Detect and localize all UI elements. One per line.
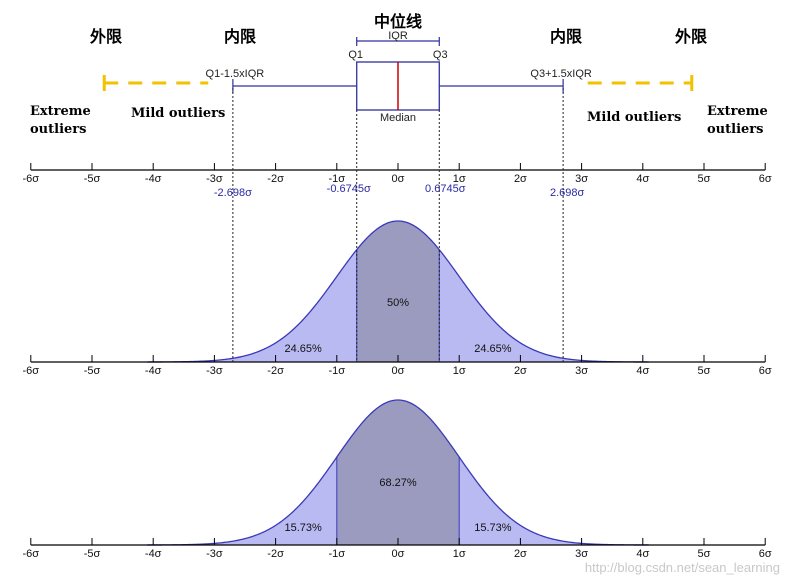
axis-tick-label: 2σ [514,365,527,377]
sigma-axis: -6σ -5σ -4σ -3σ -2σ -1σ 0σ 1σ 2σ 3σ 4σ 5σ 6σ [23,538,772,560]
axis-tick-label: -5σ [84,365,101,377]
extreme-outliers-label-right: Extreme [707,104,768,119]
sigma-normal-panel: 68.27% 15.73% 15.73% -6σ -5σ -4σ -3σ -2σ -1σ 0… [23,399,772,560]
axis-tick-label: -2σ [267,173,284,185]
axis-tick-label: -5σ [84,173,101,185]
axis-tick-label: -5σ [84,548,101,560]
normal-curve-line [147,220,649,363]
axis-tick-label: 2σ [514,548,527,560]
axis-tick-label: 6σ [759,548,772,560]
lower-fence-label: Q1-1.5xIQR [206,68,265,80]
axis-tick-label: 2σ [514,173,527,185]
inner-fence-heading-left: 内限 [224,27,257,46]
center-percent-label: 50% [387,297,409,309]
q1-label: Q1 [348,49,363,61]
axis-tick-label: 5σ [698,173,711,185]
marker-value-labels: -2.698σ -0.6745σ 0.6745σ 2.698σ [214,183,585,199]
axis-tick-label: 0σ [392,173,405,185]
axis-tick-label: 1σ [453,173,466,185]
median-heading: 中位线 [374,12,422,31]
q3-label: Q3 [433,49,448,61]
axis-tick-label: 4σ [636,173,649,185]
mild-outliers-label-right: Mild outliers [587,110,681,125]
iqr-label: IQR [388,30,408,42]
dotted-guide-lines [232,88,564,362]
normal-curve-line [147,399,649,546]
median-label: Median [380,112,416,124]
axis-tick-label: -4σ [145,548,162,560]
outer-fence-heading-left: 外限 [89,27,123,46]
upper-fence-label: Q3+1.5xIQR [530,68,592,80]
outer-fence-heading-right: 外限 [674,27,708,46]
axis-tick-label: -4σ [145,365,162,377]
extreme-outliers-label-right-2: outliers [707,122,763,137]
axis-tick-label: -1σ [329,365,346,377]
axis-tick-label: -3σ [206,173,223,185]
extreme-outliers-label-left: Extreme [30,104,91,119]
axis-tick-label: 4σ [636,365,649,377]
axis-tick-label: -1σ [329,173,346,185]
axis-tick-label: 5σ [698,365,711,377]
axis-tick-label: 0σ [392,548,405,560]
sigma-axis: -6σ -5σ -4σ -3σ -2σ -1σ 0σ 1σ 2σ 3σ 4σ 5σ 6σ [23,355,772,377]
right-tail-percent-label: 24.65% [474,343,512,355]
axis-tick-label: 6σ [759,173,772,185]
inner-fence-heading-right: 内限 [550,27,583,46]
axis-tick-label: -3σ [206,365,223,377]
extreme-outliers-label-left-2: outliers [30,122,86,137]
axis-tick-label: -6σ [23,548,40,560]
sigma-axis-top: -6σ -5σ -4σ -3σ -2σ -1σ 0σ 1σ 2σ 3σ 4σ 5σ 6σ [23,163,772,185]
axis-tick-label: 3σ [575,548,588,560]
q3-value-label: 0.6745σ [425,183,466,195]
axis-tick-label: 0σ [392,365,405,377]
left-tail-percent-label: 15.73% [284,522,322,534]
axis-tick-label: 4σ [636,548,649,560]
q1-value-label: -0.6745σ [327,183,371,195]
axis-tick-label: -2σ [267,548,284,560]
upper-fence-value-label: 2.698σ [550,187,585,199]
axis-tick-label: -2σ [267,365,284,377]
central-area [336,400,460,545]
axis-tick-label: -1σ [329,548,346,560]
left-tail-percent-label: 24.65% [284,343,322,355]
axis-tick-label: 6σ [759,365,772,377]
right-tail-percent-label: 15.73% [474,522,512,534]
axis-tick-label: -4σ [145,173,162,185]
box-plot: IQR Q1 Q3 Median Q1-1.5xIQR Q3+1.5xIQR [102,30,694,124]
axis-tick-label: 3σ [575,173,588,185]
center-percent-label: 68.27% [379,477,417,489]
axis-tick-label: 3σ [575,365,588,377]
axis-tick-label: 1σ [453,365,466,377]
watermark: http://blog.csdn.net/sean_learning [585,560,780,575]
axis-tick-label: -3σ [206,548,223,560]
mild-outliers-label-left: Mild outliers [131,106,225,121]
iqr-normal-panel: 50% 24.65% 24.65% -6σ -5σ -4σ -3σ -2σ -1σ 0σ 1σ… [23,220,772,377]
central-area [356,221,440,362]
axis-tick-label: 1σ [453,548,466,560]
axis-tick-label: 5σ [698,548,711,560]
axis-tick-label: -6σ [23,173,40,185]
axis-tick-label: -6σ [23,365,40,377]
